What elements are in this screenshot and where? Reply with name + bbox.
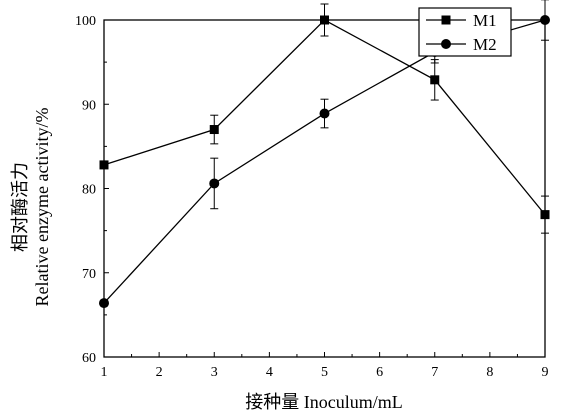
- x-tick-label: 7: [431, 365, 438, 380]
- data-point-m1: [430, 75, 440, 85]
- x-axis-title: 接种量 Inoculum/mL: [245, 392, 402, 412]
- data-point-m1: [540, 210, 550, 220]
- x-tick-label: 2: [156, 365, 163, 380]
- y-axis-title-line-1: 相对酶活力: [10, 162, 30, 252]
- series-line-m2: [103, 19, 546, 304]
- y-axis-title-line-2: Relative enzyme activity/%: [32, 108, 52, 307]
- legend-marker-m2: [441, 39, 451, 49]
- legend: M1 M2: [418, 7, 512, 57]
- y-tick-label: 100: [75, 14, 96, 29]
- legend-label-m2: M2: [473, 35, 497, 54]
- plot-frame-layer: [103, 19, 546, 358]
- x-tick-label: 6: [376, 365, 383, 380]
- series-layer: [99, 0, 550, 309]
- data-point-m2: [540, 15, 550, 25]
- legend-box: [418, 7, 512, 57]
- y-tick-label: 80: [82, 183, 96, 198]
- data-point-m2: [209, 178, 220, 189]
- data-point-m2: [319, 108, 330, 119]
- x-tick-label: 9: [542, 365, 549, 380]
- y-tick-label: 90: [82, 98, 96, 113]
- legend-marker-m1: [441, 15, 451, 25]
- series-m1: [99, 3, 550, 234]
- data-point-m1: [320, 15, 329, 25]
- x-tick-label: 1: [101, 365, 108, 380]
- data-point-m1: [209, 125, 219, 135]
- x-tick-label: 4: [266, 365, 273, 380]
- y-tick-label: 70: [82, 267, 96, 282]
- y-tick-label: 60: [82, 351, 96, 366]
- x-tick-label: 5: [321, 365, 328, 380]
- data-point-m2: [99, 298, 109, 309]
- plot-frame: [103, 19, 546, 358]
- x-tick-label: 3: [211, 365, 218, 380]
- x-tick-label: 8: [486, 365, 493, 380]
- tick-layer: 1 2 3 4 5 6 7 8 9 60 70 80 90 100: [75, 14, 549, 380]
- data-point-m1: [99, 160, 109, 170]
- legend-label-m1: M1: [473, 11, 497, 30]
